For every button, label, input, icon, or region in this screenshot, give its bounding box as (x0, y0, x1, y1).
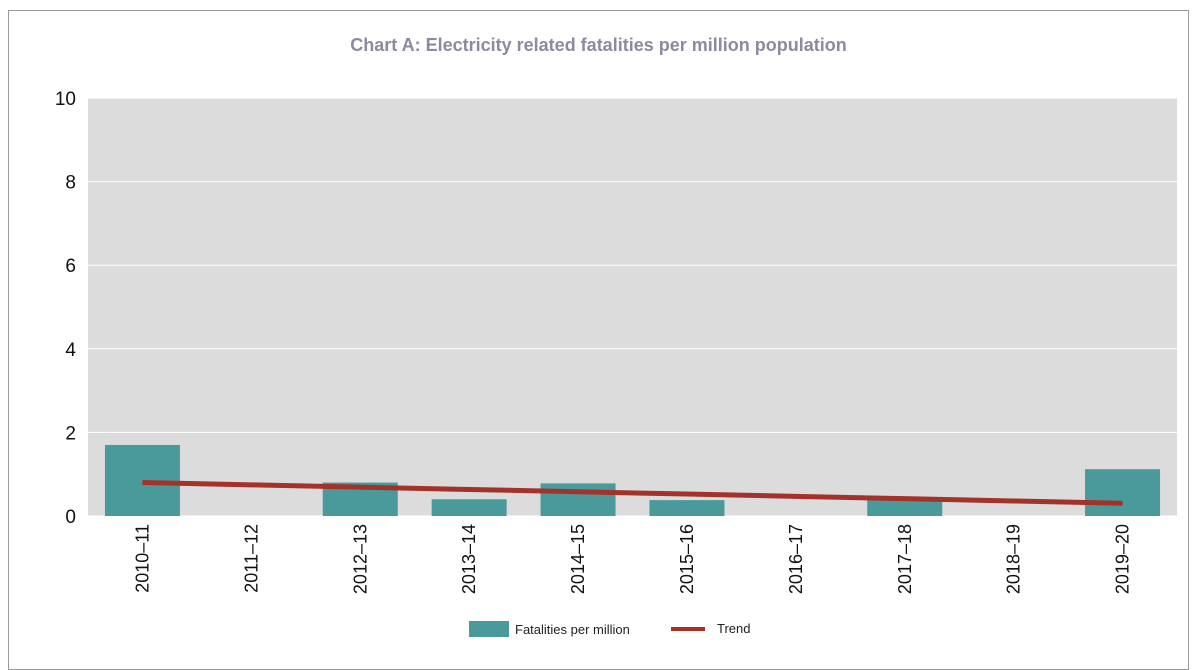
x-tick-label: 2018–19 (1004, 524, 1024, 594)
x-tick-label: 2015–16 (677, 524, 697, 594)
y-tick-label: 2 (65, 423, 76, 444)
plot-area (88, 98, 1177, 516)
x-tick-label: 2014–15 (568, 524, 588, 594)
legend-label-trend: Trend (717, 621, 751, 636)
x-tick-label: 2012–13 (350, 524, 370, 594)
x-tick-label: 2017–18 (895, 524, 915, 594)
chart-title: Chart A: Electricity related fatalities … (350, 35, 847, 55)
bar (1085, 469, 1161, 516)
x-tick-label: 2011–12 (241, 524, 261, 593)
bar (104, 444, 180, 516)
y-tick-label: 10 (55, 89, 76, 110)
legend-item-fatalities: Fatalities per million (469, 621, 630, 637)
bar (431, 499, 507, 516)
y-tick-label: 0 (65, 507, 76, 528)
y-tick-label: 8 (65, 173, 76, 194)
x-tick-label: 2010–11 (132, 524, 152, 593)
legend-label-fatalities: Fatalities per million (515, 621, 630, 637)
bar (649, 500, 725, 516)
x-tick-label: 2016–17 (786, 524, 806, 594)
trend-line (142, 480, 1123, 506)
x-tick-label: 2019–20 (1113, 524, 1133, 594)
bar (867, 499, 943, 516)
legend-item-trend: Trend (671, 621, 750, 636)
legend: Fatalities per million Trend (0, 621, 1197, 641)
bar-chart: 0 2 4 6 8 10 2010–11 2011–12 2012–13 2013–14 2014–… (55, 89, 1177, 594)
y-tick-label: 4 (65, 340, 76, 361)
legend-swatch-trend (671, 626, 705, 631)
x-tick-label: 2013–14 (459, 524, 479, 594)
y-tick-label: 6 (65, 256, 76, 277)
legend-swatch-fatalities (469, 621, 509, 637)
bar (540, 483, 616, 516)
